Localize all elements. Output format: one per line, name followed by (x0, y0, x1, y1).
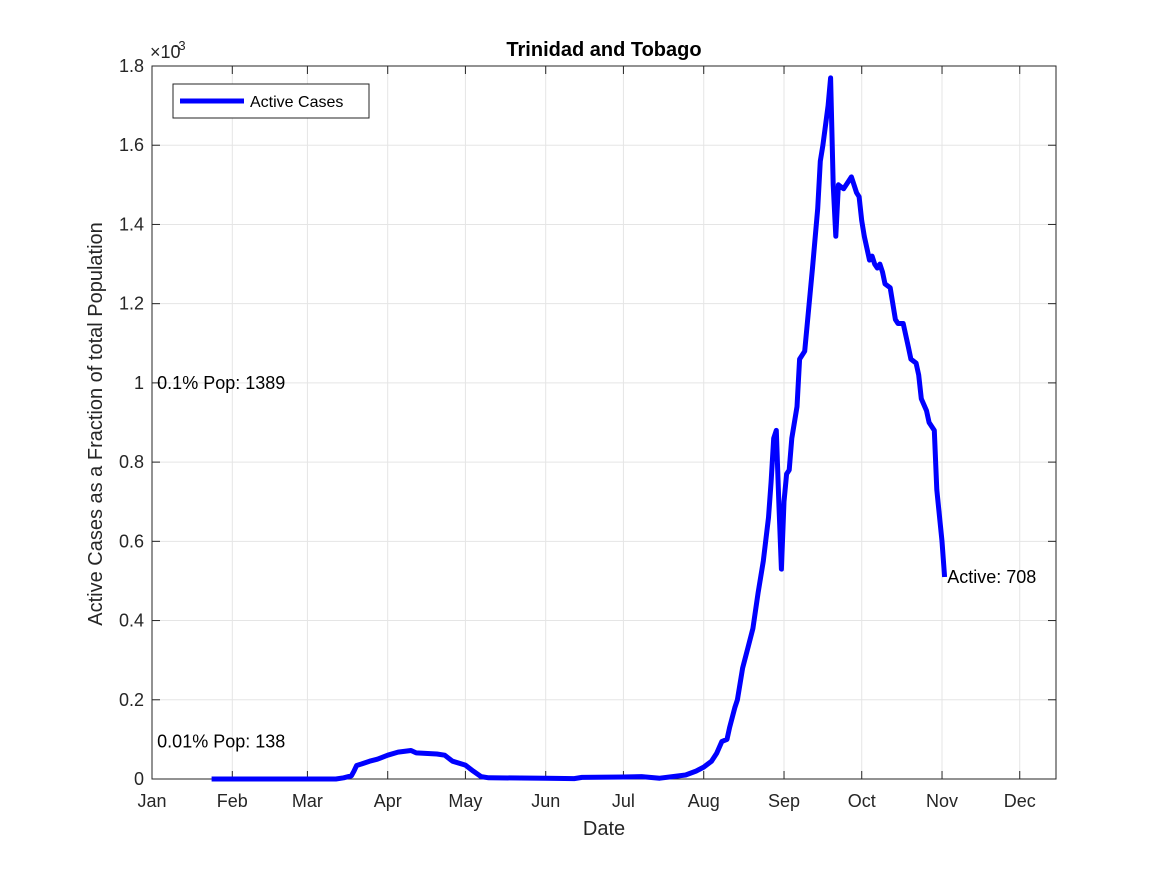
x-ticks: Jan Feb Mar Apr May Jun Jul Aug Sep Oct Nov Dec (137, 66, 1036, 811)
annotation-label: Active: 708 (947, 567, 1036, 587)
x-tick-label: Jul (612, 791, 635, 811)
y-tick-label: 0.4 (119, 611, 144, 631)
x-tick-label: Apr (374, 791, 402, 811)
x-tick-label: Feb (217, 791, 248, 811)
x-tick-label: Jun (531, 791, 560, 811)
annotation-label: 0.1% Pop: 1389 (157, 373, 285, 393)
x-tick-label: May (448, 791, 482, 811)
y-tick-label: 1.4 (119, 214, 144, 234)
x-tick-label: Dec (1004, 791, 1036, 811)
chart-title: Trinidad and Tobago (506, 39, 701, 61)
y-exponent-base: ×10 (150, 42, 181, 62)
y-tick-label: 0 (134, 769, 144, 789)
y-tick-label: 1.8 (119, 56, 144, 76)
grid-lines (151, 65, 1056, 780)
plot-area-frame (151, 65, 1057, 780)
x-tick-label: Aug (688, 791, 720, 811)
x-tick-label: Nov (926, 791, 958, 811)
y-exponent-label: ×10 -3 (150, 38, 186, 62)
annotation-layer: 0.1% Pop: 1389 0.01% Pop: 138 Active: 708 (157, 373, 1036, 751)
y-tick-label: 0.2 (119, 690, 144, 710)
y-tick-label: 1.2 (119, 294, 144, 314)
legend: Active Cases (172, 83, 370, 119)
x-axis-label: Date (583, 818, 625, 840)
y-axis-label: Active Cases as a Fraction of total Popu… (85, 222, 107, 626)
y-ticks: 0 0.2 0.4 0.6 0.8 1 1.2 1.4 1.6 1.8 (119, 56, 1056, 789)
series-layer (211, 75, 948, 782)
annotation-label: 0.01% Pop: 138 (157, 731, 285, 751)
x-tick-label: Oct (848, 791, 876, 811)
y-tick-label: 1.6 (119, 135, 144, 155)
y-exponent-power: -3 (174, 38, 186, 53)
series-line-active-cases (211, 75, 948, 782)
legend-entry-label: Active Cases (250, 94, 343, 111)
y-tick-label: 0.8 (119, 452, 144, 472)
x-tick-label: Jan (137, 791, 166, 811)
y-tick-label: 1 (134, 373, 144, 393)
x-tick-label: Mar (292, 791, 323, 811)
y-tick-label: 0.6 (119, 531, 144, 551)
x-tick-label: Sep (768, 791, 800, 811)
